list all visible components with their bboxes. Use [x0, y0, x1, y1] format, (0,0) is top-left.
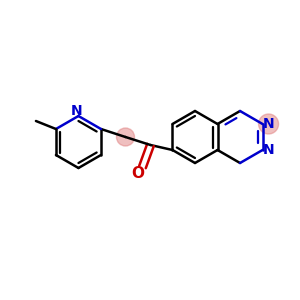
Text: N: N: [263, 117, 274, 131]
Text: N: N: [263, 143, 274, 157]
Text: O: O: [131, 166, 144, 181]
Text: N: N: [70, 104, 82, 118]
Circle shape: [259, 114, 278, 134]
Circle shape: [116, 128, 134, 146]
